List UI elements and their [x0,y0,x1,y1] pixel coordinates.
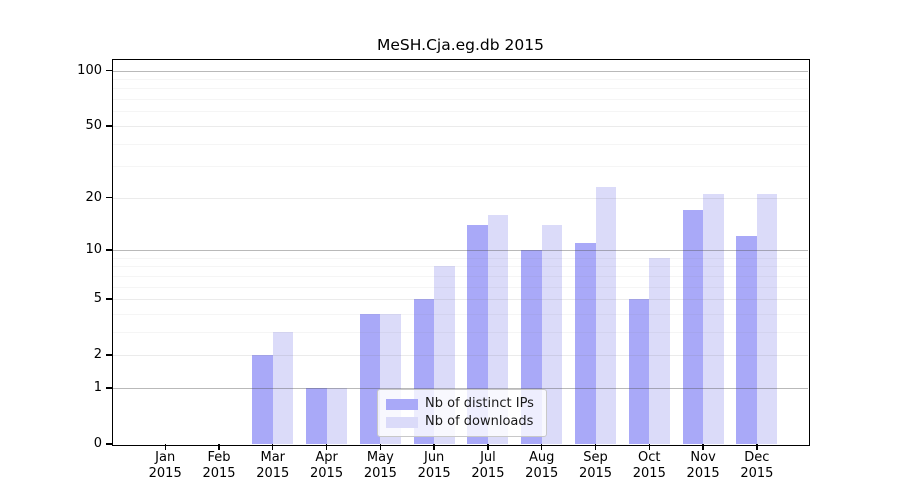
x-tick-label-jan: Jan 2015 [148,450,182,481]
x-tick-dec [756,444,758,450]
minor-gridline-y-80 [113,88,808,90]
gridline-y-2 [113,355,808,357]
legend-swatch-downloads [386,416,418,428]
x-tick-sep [594,444,597,450]
legend: Nb of distinct IPs Nb of downloads [377,389,547,437]
bar-nb-of-downloads-dec [756,193,778,444]
bar-nb-of-distinct-ips-dec [736,236,757,444]
x-tick-nov [702,444,704,450]
x-tick-label-dec: Dec 2015 [740,450,774,481]
legend-label-downloads: Nb of downloads [425,414,534,429]
legend-label-distinct-ips: Nb of distinct IPs [425,396,534,411]
legend-item-downloads: Nb of downloads [386,414,538,430]
chart-title: MeSH.Cja.eg.db 2015 [377,36,544,54]
x-tick-jun [433,444,435,450]
legend-swatch-distinct-ips [386,398,418,410]
x-tick-label-jul: Jul 2015 [471,450,505,481]
bar-nb-of-distinct-ips-nov [682,210,704,444]
x-tick-label-feb: Feb 2015 [202,450,236,481]
x-tick-oct [648,444,650,450]
y-tick-label-10: 10 [85,242,102,257]
gridline-y-20 [113,197,808,199]
bar-nb-of-downloads-oct [649,257,670,444]
x-tick-aug [541,444,543,450]
minor-gridline-y-60 [113,111,808,113]
x-tick-apr [325,444,328,450]
y-tick-label-5: 5 [93,291,102,307]
y-tick-10 [106,249,112,251]
bar-nb-of-downloads-sep [595,186,617,444]
bar-nb-of-downloads-aug [541,224,563,444]
y-tick-0 [106,443,112,445]
y-tick-label-2: 2 [93,347,102,363]
x-tick-may [379,444,382,450]
bar-nb-of-distinct-ips-mar [252,355,273,444]
x-tick-label-jun: Jun 2015 [417,450,451,481]
bar-nb-of-distinct-ips-sep [575,242,596,444]
y-tick-1 [106,387,112,389]
bar-nb-of-downloads-jul [487,214,509,444]
x-tick-label-may: May 2015 [363,450,397,481]
x-tick-label-sep: Sep 2015 [578,450,613,481]
x-tick-label-mar: Mar 2015 [256,450,290,481]
minor-gridline-y-8 [113,266,808,268]
x-tick-label-apr: Apr 2015 [310,450,344,481]
y-tick-50 [106,125,112,127]
gridline-y-10 [113,250,808,251]
bar-nb-of-downloads-mar [272,331,294,444]
y-tick-label-20: 20 [85,189,102,205]
y-tick-label-1: 1 [93,379,102,395]
x-tick-feb [218,444,220,450]
x-tick-jan [164,444,166,450]
x-tick-mar [272,444,274,450]
x-tick-label-oct: Oct 2015 [632,450,666,481]
y-tick-20 [106,196,112,199]
x-tick-label-aug: Aug 2015 [525,450,559,481]
bar-nb-of-distinct-ips-oct [628,299,650,444]
y-tick-2 [106,354,112,356]
y-tick-label-0: 0 [93,436,102,451]
minor-gridline-y-90 [113,79,808,81]
legend-item-distinct-ips: Nb of distinct IPs [386,396,538,412]
bar-nb-of-downloads-apr [326,387,348,444]
bar-nb-of-distinct-ips-apr [306,387,327,444]
y-tick-label-100: 100 [77,62,102,78]
minor-gridline-y-4 [113,313,808,315]
minor-gridline-y-70 [113,99,808,101]
minor-gridline-y-3 [113,331,808,333]
y-tick-100 [106,69,112,72]
bar-nb-of-distinct-ips-may [359,313,381,444]
minor-gridline-y-30 [113,166,808,168]
minor-gridline-y-40 [113,143,808,145]
minor-gridline-y-9 [113,257,808,259]
gridline-y-5 [113,299,808,301]
plot-area [111,58,810,446]
gridline-y-100 [113,70,808,72]
minor-gridline-y-6 [113,286,808,288]
gridline-y-50 [113,125,808,127]
x-tick-label-nov: Nov 2015 [686,450,720,481]
gridline-y-1 [113,387,808,389]
y-tick-label-50: 50 [85,117,102,133]
x-tick-jul [487,444,489,450]
y-tick-5 [106,298,112,300]
minor-gridline-y-7 [113,275,808,277]
bar-nb-of-downloads-nov [703,193,724,444]
